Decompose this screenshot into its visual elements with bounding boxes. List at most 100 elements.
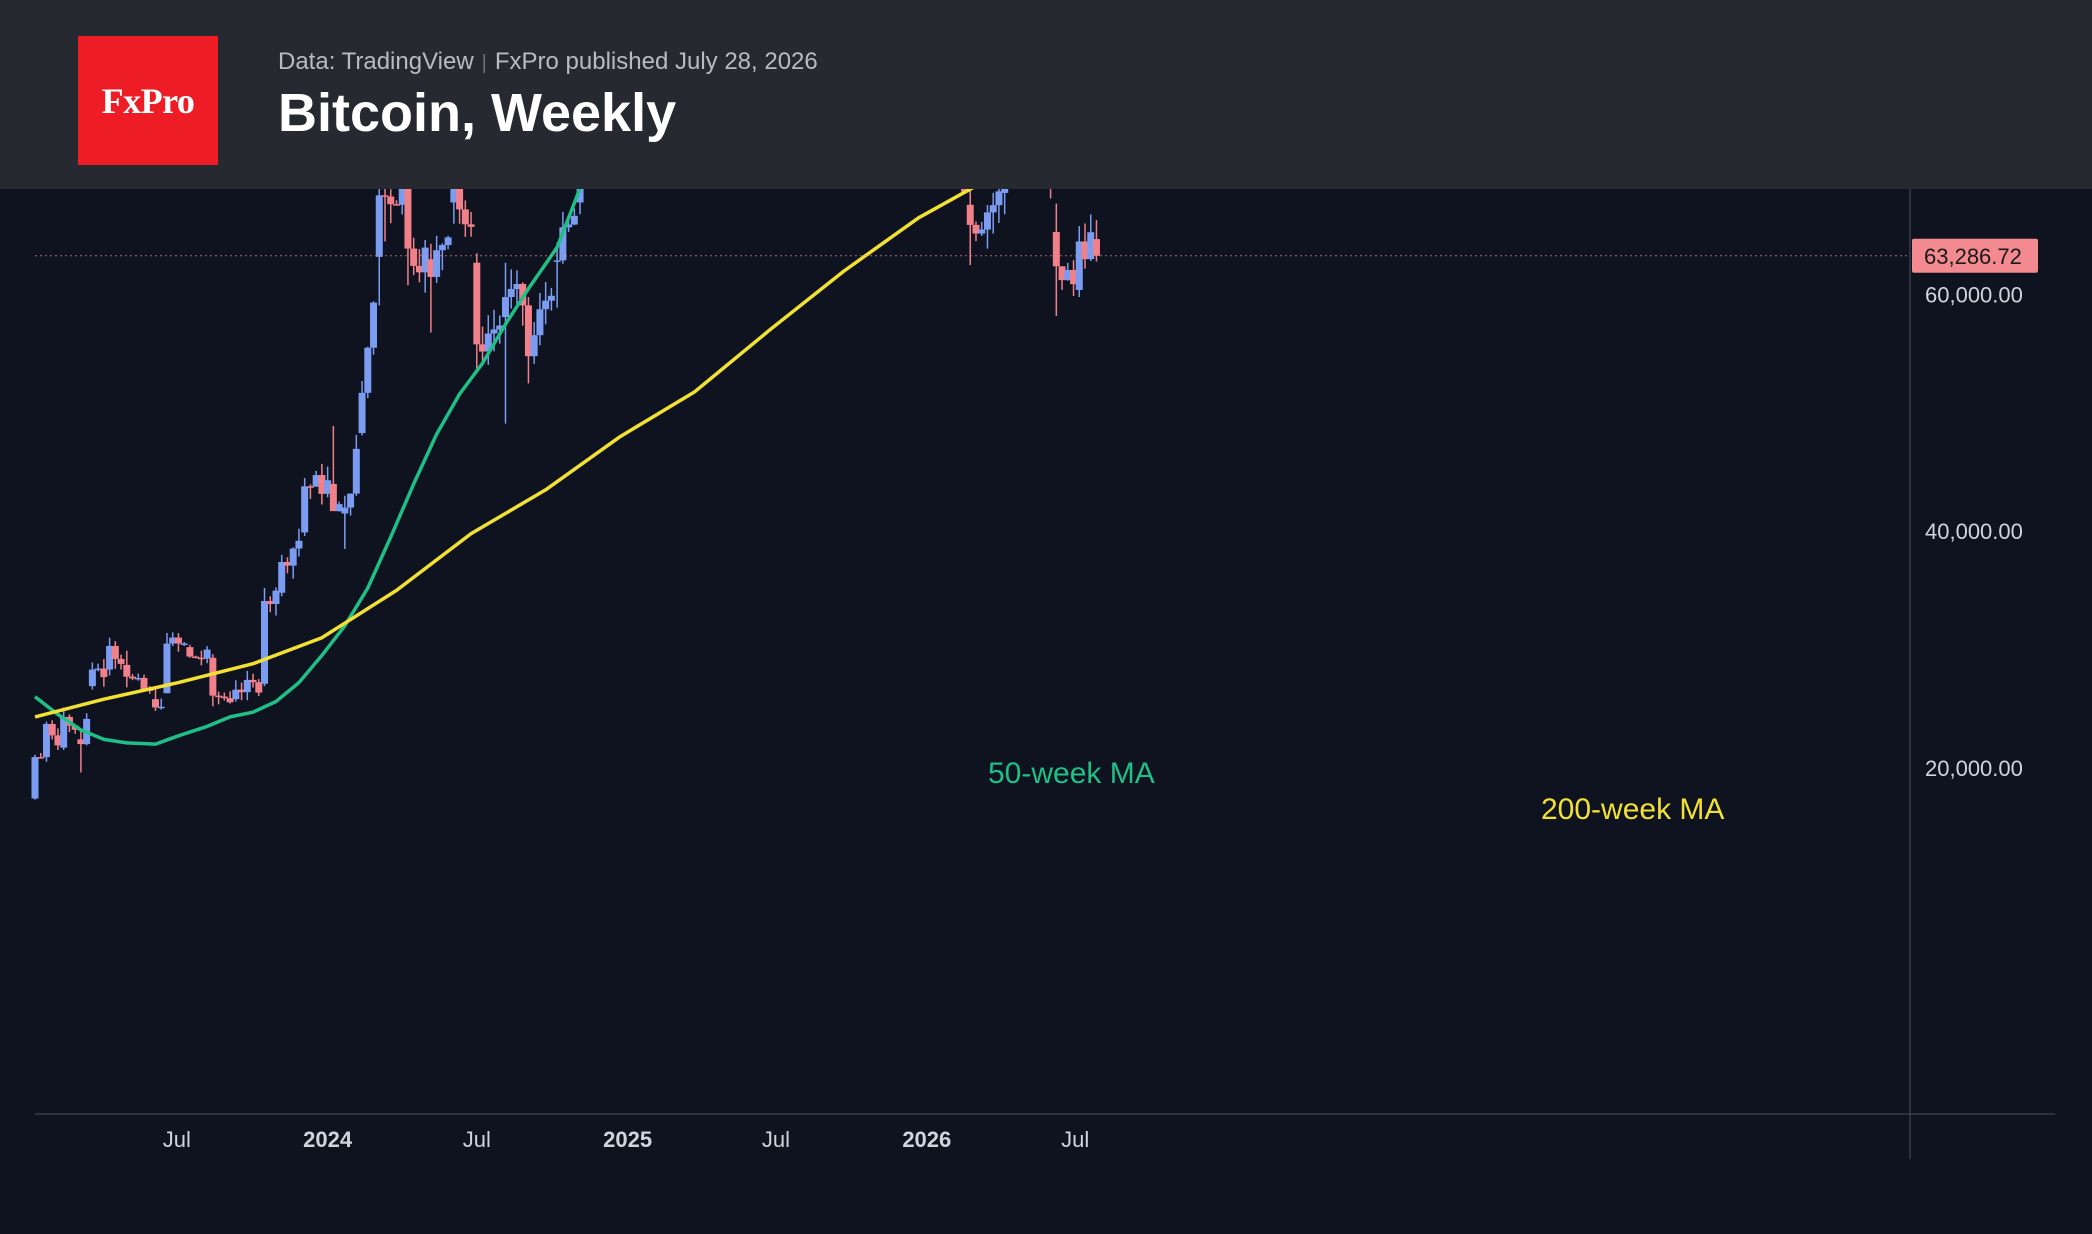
candle-body: [37, 757, 45, 759]
candle-body: [100, 668, 108, 678]
candle-body: [140, 677, 148, 690]
candle-body: [972, 224, 980, 234]
candle-body: [438, 245, 446, 251]
candle-body: [1064, 269, 1072, 281]
candle-body: [42, 724, 50, 758]
candle-body: [215, 695, 223, 698]
candle-body: [192, 656, 200, 659]
candle-body: [387, 196, 395, 205]
candle-body: [341, 507, 349, 514]
candle-body: [542, 300, 550, 310]
candle-body: [565, 224, 573, 228]
candle-body: [1087, 232, 1095, 260]
chart-title: Bitcoin, Weekly: [278, 83, 677, 143]
candle-body: [197, 657, 205, 660]
candle-body: [1075, 241, 1083, 290]
y-tick-label: 60,000.00: [1925, 283, 2023, 308]
x-tick-label: 2025: [603, 1127, 652, 1152]
candle-body: [989, 205, 997, 213]
candle-body: [169, 637, 177, 644]
chart-meta: Data: TradingView | FxPro published July 2…: [278, 48, 818, 76]
candle-body: [427, 259, 435, 277]
candle-body: [134, 677, 142, 680]
fxpro-logo: FxPro: [78, 36, 218, 165]
candle-body: [404, 189, 412, 249]
candle-body: [88, 669, 96, 687]
candle-body: [375, 195, 383, 257]
x-tick-label: 2026: [902, 1127, 951, 1152]
candles: [31, 189, 1100, 800]
x-tick-label: Jul: [463, 1127, 491, 1152]
candle-body: [226, 698, 234, 703]
candle-body: [421, 247, 429, 273]
candle-body: [77, 739, 85, 745]
candle-body: [479, 344, 487, 352]
candle-body: [358, 392, 366, 434]
candle-body: [238, 689, 246, 693]
candle-body: [186, 647, 194, 657]
candle-body: [347, 493, 355, 508]
candle-body: [352, 448, 360, 494]
candle-body: [966, 204, 974, 225]
candle-body: [272, 590, 280, 605]
candle-body: [1092, 239, 1100, 256]
candle-body: [243, 679, 251, 693]
candle-body: [524, 305, 532, 357]
candle-body: [381, 195, 389, 197]
candle-body: [249, 679, 257, 683]
candle-body: [978, 229, 986, 234]
candle-body: [180, 643, 188, 646]
candle-body: [123, 664, 131, 677]
candle-body: [261, 600, 269, 684]
candle-body: [232, 689, 240, 700]
candle-body: [530, 335, 538, 357]
candle-body: [536, 309, 544, 336]
candle-body: [501, 297, 509, 318]
candle-body: [1070, 269, 1078, 285]
candle-body: [461, 209, 469, 225]
candle-body: [306, 486, 314, 488]
candle-body: [278, 561, 286, 593]
candle-body: [995, 191, 1003, 206]
x-tick-label: Jul: [163, 1127, 191, 1152]
candle-body: [94, 668, 102, 671]
candle-body: [54, 735, 62, 746]
x-tick-label: Jul: [1061, 1127, 1089, 1152]
candle-body: [433, 250, 441, 277]
x-tick-label: Jul: [762, 1127, 790, 1152]
y-tick-label: 40,000.00: [1925, 519, 2023, 544]
candle-body: [106, 645, 114, 670]
x-tick-label: 2024: [303, 1127, 353, 1152]
candle-body: [450, 189, 458, 203]
candle-body: [983, 212, 991, 230]
candle-body: [163, 643, 171, 694]
candle-body: [318, 475, 326, 494]
candle-body: [295, 540, 303, 549]
candle-body: [266, 600, 274, 605]
candle-body: [220, 696, 228, 699]
candle-body: [129, 676, 137, 679]
candle-body: [444, 237, 452, 246]
candle-body: [31, 757, 39, 799]
candle-body: [576, 189, 584, 203]
candle-body: [484, 333, 492, 352]
candle-body: [507, 288, 515, 298]
candlestick-chart[interactable]: 20,000.0040,000.0060,000.0080,000.00100,…: [0, 189, 2092, 1234]
ma200-label: 200-week MA: [1541, 793, 1724, 826]
candle-body: [324, 480, 332, 494]
candle-body: [48, 724, 56, 736]
candle-body: [415, 265, 423, 273]
candle-body: [117, 658, 125, 664]
candle-body: [312, 475, 320, 487]
ma50-line: [33, 189, 582, 746]
axes: 20,000.0040,000.0060,000.0080,000.00100,…: [35, 189, 2055, 1159]
candle-body: [364, 347, 372, 393]
ma200-line: [34, 189, 975, 719]
candle-body: [553, 260, 561, 262]
last-price-label: 63,286.72: [1924, 244, 2022, 269]
candle-body: [392, 204, 400, 206]
candle-body: [513, 283, 521, 289]
candle-body: [559, 227, 567, 261]
candle-body: [157, 706, 165, 709]
last-price-badge: [1912, 238, 2038, 273]
